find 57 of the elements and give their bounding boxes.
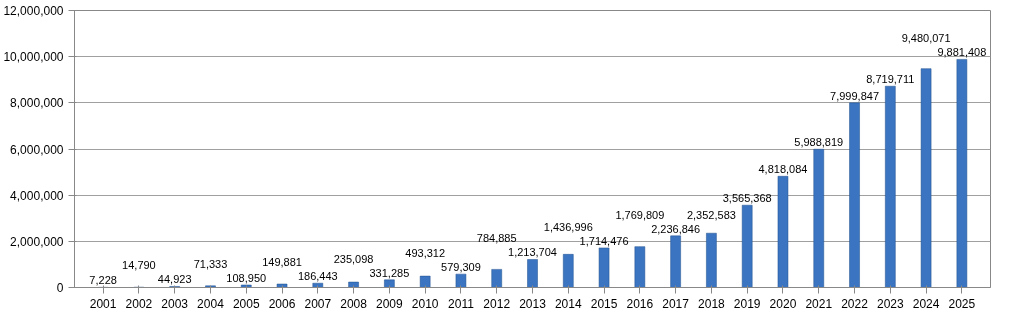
data-label: 9,881,408 <box>937 46 987 59</box>
y-tick-label: 4,000,000 <box>10 188 64 203</box>
x-tick-label: 2002 <box>125 296 153 311</box>
data-label: 1,436,996 <box>543 220 593 233</box>
x-tick-label: 2016 <box>626 296 654 311</box>
data-label: 493,312 <box>405 246 446 259</box>
data-label: 331,285 <box>369 266 410 279</box>
y-tick-label: 8,000,000 <box>10 96 64 111</box>
x-tick-label: 2001 <box>89 296 117 311</box>
x-tick-label: 2008 <box>340 296 368 311</box>
x-tick-label: 2022 <box>841 296 869 311</box>
data-label: 14,790 <box>122 259 156 272</box>
x-tick-label: 2017 <box>662 296 690 311</box>
data-label: 186,443 <box>297 269 338 282</box>
data-label: 7,228 <box>89 274 117 287</box>
data-label: 8,719,711 <box>866 72 915 85</box>
x-tick-label: 2005 <box>232 296 260 311</box>
x-tick-label: 2013 <box>519 296 547 311</box>
data-label: 3,565,368 <box>722 191 772 204</box>
x-tick-label: 2018 <box>698 296 726 311</box>
x-tick-label: 2024 <box>912 296 940 311</box>
data-label: 579,309 <box>441 260 481 273</box>
y-tick-label: 10,000,000 <box>3 50 64 65</box>
data-label: 235,098 <box>333 252 374 265</box>
y-tick-label: 6,000,000 <box>10 142 64 157</box>
y-tick-label: 12,000,000 <box>3 4 64 18</box>
data-label: 2,236,846 <box>651 222 701 235</box>
data-label: 784,885 <box>476 232 517 245</box>
x-tick-label: 2014 <box>554 296 582 311</box>
x-tick-label: 2011 <box>448 296 475 311</box>
data-label: 4,818,084 <box>758 162 808 175</box>
data-label: 5,988,819 <box>794 135 844 148</box>
data-label: 149,881 <box>262 256 302 269</box>
x-tick-label: 2021 <box>805 296 833 311</box>
data-label: 1,714,476 <box>579 234 629 247</box>
data-label: 1,213,704 <box>508 246 557 259</box>
data-label: 9,480,071 <box>901 32 951 45</box>
x-tick-label: 2012 <box>483 296 511 311</box>
x-tick-label: 2010 <box>411 296 439 311</box>
data-label: 108,950 <box>226 271 267 284</box>
data-label: 44,923 <box>157 273 192 286</box>
x-tick-label: 2007 <box>304 296 332 311</box>
data-label: 7,999,847 <box>830 89 879 102</box>
data-label: 1,769,809 <box>615 208 665 221</box>
y-tick-label: 0 <box>56 281 64 295</box>
x-tick-label: 2015 <box>590 296 618 311</box>
x-tick-label: 2020 <box>769 296 797 311</box>
x-tick-label: 2019 <box>733 296 761 311</box>
x-tick-label: 2025 <box>948 296 976 311</box>
x-tick-label: 2009 <box>376 296 404 311</box>
y-tick-label: 2,000,000 <box>10 234 64 249</box>
data-label: 71,333 <box>193 257 228 270</box>
data-label: 2,352,583 <box>686 208 736 221</box>
x-tick-label: 2023 <box>876 296 904 311</box>
x-tick-label: 2003 <box>161 296 189 311</box>
x-tick-label: 2004 <box>197 296 225 311</box>
x-tick-label: 2006 <box>268 296 296 311</box>
